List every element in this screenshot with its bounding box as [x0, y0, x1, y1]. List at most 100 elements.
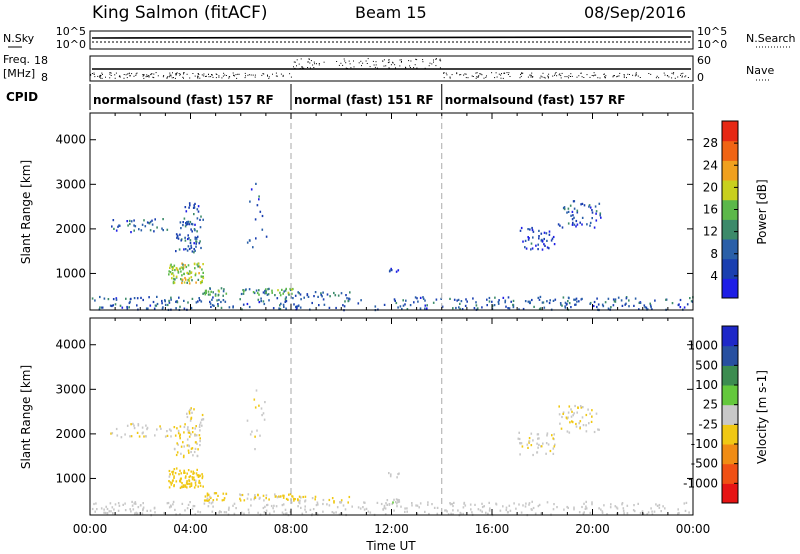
echo-cell	[189, 241, 192, 244]
nave-point	[481, 74, 483, 76]
echo-cell	[186, 249, 189, 252]
nave-point	[142, 75, 144, 77]
echo-cell	[610, 306, 612, 309]
echo-cell	[522, 504, 524, 507]
echo-cell	[571, 223, 574, 226]
nave-point	[506, 72, 508, 74]
echo-cell	[458, 306, 460, 309]
echo-cell	[259, 210, 262, 213]
echo-cell	[282, 292, 284, 295]
echo-cell	[190, 470, 192, 473]
nave-point	[346, 68, 348, 69]
echo-cell	[390, 473, 392, 476]
echo-cell	[445, 509, 447, 512]
echo-cell	[190, 271, 193, 274]
echo-cell	[197, 475, 200, 478]
echo-cell	[189, 419, 192, 422]
nave-point	[672, 73, 674, 75]
echo-cell	[233, 512, 236, 515]
nave-point	[619, 72, 621, 74]
nave-point	[157, 75, 159, 77]
echo-cell	[187, 278, 189, 282]
echo-cell	[191, 230, 193, 233]
nave-point	[388, 59, 390, 61]
echo-cell	[357, 302, 360, 305]
echo-cell	[546, 300, 548, 303]
echo-cell	[614, 298, 617, 301]
nave-point	[503, 72, 505, 74]
echo-cell	[546, 501, 549, 504]
echo-cell	[147, 307, 149, 310]
echo-cell	[684, 509, 687, 512]
echo-cell	[188, 277, 191, 280]
echo-cell	[291, 495, 294, 498]
echo-cell	[510, 300, 512, 303]
echo-cell	[376, 501, 379, 504]
echo-cell	[527, 238, 530, 241]
echo-cell	[316, 512, 318, 515]
echo-cell	[180, 445, 183, 448]
echo-cell	[536, 442, 538, 445]
echo-cell	[103, 511, 105, 514]
echo-cell	[167, 501, 170, 505]
nave-point	[463, 74, 465, 76]
power-ylabel: Slant Range [km]	[19, 160, 33, 264]
nave-point	[163, 75, 165, 77]
echo-cell	[177, 443, 179, 446]
echo-cell	[272, 307, 275, 310]
echo-cell	[94, 299, 96, 302]
echo-cell	[115, 427, 118, 431]
echo-cell	[133, 502, 136, 505]
echo-cell	[546, 434, 548, 437]
noise-tick-bottom-right: 10^0	[697, 38, 727, 51]
echo-cell	[589, 412, 591, 415]
echo-cell	[543, 306, 546, 309]
echo-cell	[275, 505, 278, 508]
nave-point	[192, 73, 194, 74]
echo-cell	[690, 300, 693, 303]
echo-cell	[382, 508, 384, 511]
echo-cell	[542, 301, 545, 304]
nave-point	[129, 75, 131, 77]
echo-cell	[146, 426, 149, 429]
echo-cell	[179, 477, 182, 480]
nave-point	[410, 60, 412, 62]
echo-cell	[198, 299, 201, 302]
echo-cell	[546, 432, 549, 435]
nave-point	[308, 58, 310, 60]
echo-cell	[567, 411, 570, 414]
echo-cell	[171, 267, 174, 271]
nave-point	[268, 77, 270, 79]
echo-cell	[258, 289, 260, 292]
nave-point	[201, 74, 203, 76]
echo-cell	[190, 244, 192, 247]
echo-cell	[285, 512, 288, 515]
echo-cell	[198, 481, 200, 484]
echo-cell	[431, 503, 433, 506]
echo-cell	[183, 307, 186, 310]
echo-cell	[485, 511, 487, 514]
echo-cell	[528, 301, 531, 305]
nave-point	[307, 61, 309, 63]
echo-cell	[311, 301, 313, 305]
echo-cell	[564, 301, 567, 304]
nave-point	[566, 76, 568, 78]
echo-cell	[457, 509, 459, 512]
echo-cell	[413, 301, 415, 304]
echo-cell	[435, 298, 438, 301]
nave-point	[408, 60, 410, 62]
echo-cell	[561, 226, 564, 229]
echo-cell	[447, 513, 450, 516]
echo-cell	[281, 504, 284, 507]
noise-panel-frame	[89, 30, 694, 50]
echo-cell	[396, 505, 398, 508]
echo-cell	[156, 226, 158, 229]
echo-cell	[262, 412, 265, 415]
velocity-ylabel: Slant Range [km]	[19, 365, 33, 469]
echo-cell	[197, 448, 199, 451]
echo-cell	[181, 281, 183, 285]
echo-cell	[404, 303, 406, 306]
nave-point	[476, 76, 478, 78]
echo-cell	[137, 506, 140, 509]
